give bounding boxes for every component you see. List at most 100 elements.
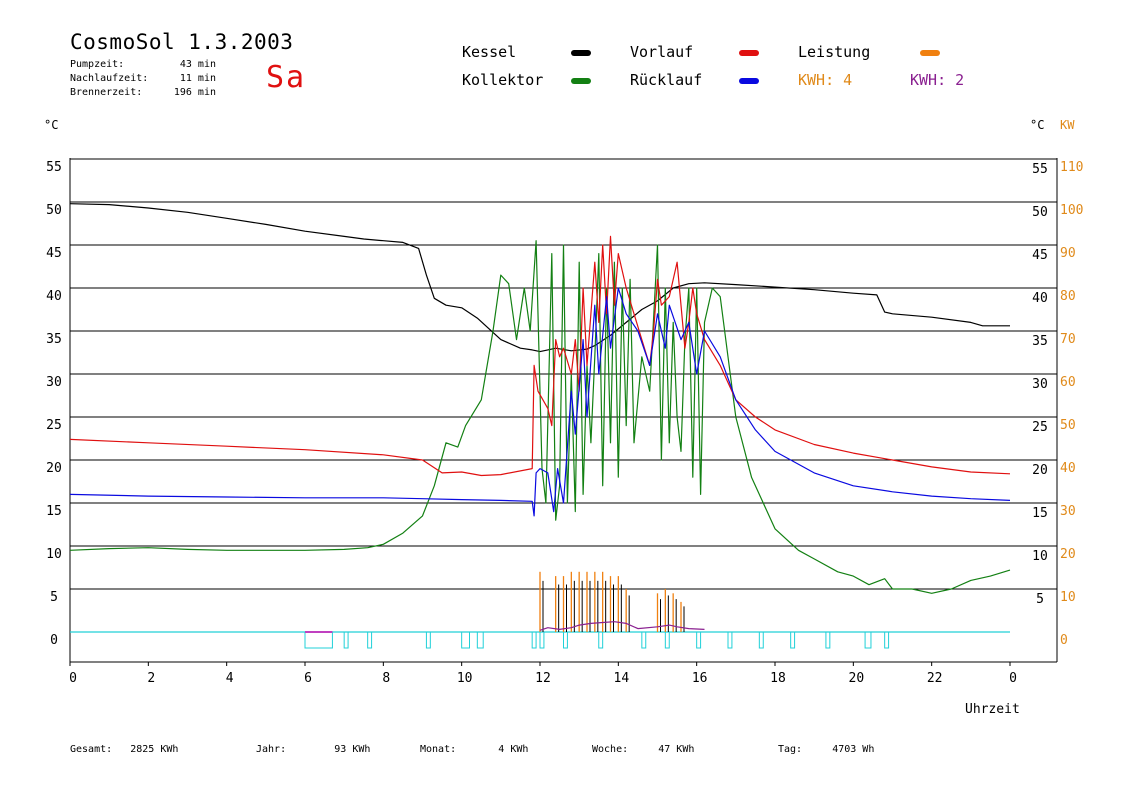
stat-label: Pumpzeit: [70,59,125,70]
x-tick-label: 18 [770,671,786,686]
footer-label: Gesamt: [70,744,113,755]
stat-value: 11 min [179,73,216,84]
x-tick-label: 12 [535,671,551,686]
pump-on-marker [727,631,733,649]
x-tick-label: 8 [382,671,390,686]
x-axis-label: Uhrzeit [965,702,1020,717]
legend-kollektor-label: Kollektor [462,71,544,89]
x-tick-label: 20 [849,671,865,686]
y-tick-label-kw: 50 [1060,418,1076,433]
y-tick-label-right: 25 [1032,420,1048,435]
pump-on-marker [531,631,537,649]
y-tick-label-left: 30 [46,375,62,390]
stat-label: Brennerzeit: [70,87,143,98]
series-line-r-cklauf [69,287,1011,517]
y-tick-label-left: 45 [46,246,62,261]
left-axis-unit: °C [44,118,59,132]
x-tick-label: 10 [457,671,473,686]
pump-on-marker [790,631,796,649]
legend-kessel-swatch [571,50,591,56]
stat-pumpzeit: Pumpzeit: 43 min [70,58,216,72]
legend-leistung-swatch [920,50,940,56]
pump-on-marker [641,631,647,649]
pump-on-marker [425,631,431,649]
y-tick-label-kw: 20 [1060,547,1076,562]
footer-label: Jahr: [256,744,287,755]
y-tick-label-kw: 80 [1060,289,1076,304]
y-tick-label-left: 15 [46,504,62,519]
y-tick-label-right: 50 [1032,205,1048,220]
x-tick-label: 2 [147,671,155,686]
y-tick-label-left: 0 [50,633,58,648]
stat-value: 43 min [179,59,216,70]
y-tick-label-left: 55 [46,160,62,175]
y-tick-label-kw: 60 [1060,375,1076,390]
legend-leistung-label: Leistung [798,43,871,61]
legend-kessel-label: Kessel [462,43,517,61]
y-tick-label-right: 10 [1032,549,1048,564]
chart-series [69,203,1011,649]
pump-on-marker [304,631,333,649]
footer-value: 4703 Wh [832,744,875,755]
series-line-kwh-2 [539,621,705,631]
series-line-kollektor [69,240,1011,594]
y-tick-label-kw: 10 [1060,590,1076,605]
y-tick-label-right: 40 [1032,291,1048,306]
pump-on-marker [461,631,470,649]
y-tick-label-right: 5 [1036,592,1044,607]
x-tick-label: 14 [614,671,630,686]
series-line-vorlauf [69,235,1011,477]
stat-nachlaufzeit: Nachlaufzeit: 11 min [70,72,216,86]
y-tick-label-left: 5 [50,590,58,605]
y-tick-label-kw: 110 [1060,160,1083,175]
pump-on-marker [563,631,568,649]
y-tick-label-right: 20 [1032,463,1048,478]
x-tick-label: 0 [69,671,77,686]
pump-on-marker [884,631,890,649]
right-axis-unit-c: °C [1030,118,1045,132]
pump-on-marker [696,631,702,649]
y-tick-label-left: 25 [46,418,62,433]
pump-on-marker [825,631,831,649]
x-tick-label: 4 [226,671,234,686]
pump-on-marker [343,631,349,649]
footer-value: 4 KWh [498,744,529,755]
pump-on-marker [664,631,670,649]
y-tick-label-left: 10 [46,547,62,562]
series-line-kessel [69,203,1010,353]
stat-label: Nachlaufzeit: [70,73,149,84]
legend-vorlauf-swatch [739,50,759,56]
y-tick-label-left: 20 [46,461,62,476]
x-tick-label: 16 [692,671,708,686]
footer-label: Tag: [778,744,803,755]
footer-jahr: Jahr: 93 KWh [256,744,370,755]
day-label: Sa [266,60,307,95]
legend-vorlauf-label: Vorlauf [630,43,694,61]
pump-on-marker [539,631,545,649]
legend-kwh-orange: KWH: 4 [798,71,853,89]
footer-label: Monat: [420,744,457,755]
y-tick-label-right: 15 [1032,506,1048,521]
footer-tag: Tag: 4703 Wh [778,744,874,755]
y-tick-label-kw: 0 [1060,633,1068,648]
footer-value: 47 KWh [658,744,695,755]
y-tick-label-right: 45 [1032,248,1048,263]
x-tick-label: 22 [927,671,943,686]
legend-ruecklauf-label: Rücklauf [630,71,703,89]
y-tick-label-left: 50 [46,203,62,218]
legend-ruecklauf-swatch [739,78,759,84]
pump-on-marker [476,631,484,649]
footer-gesamt: Gesamt: 2825 KWh [70,744,178,755]
pump-on-marker [367,631,373,649]
pump-on-marker [864,631,872,649]
legend-kollektor-swatch [571,78,591,84]
y-tick-label-right: 30 [1032,377,1048,392]
y-tick-label-kw: 70 [1060,332,1076,347]
y-tick-label-kw: 40 [1060,461,1076,476]
y-tick-label-left: 40 [46,289,62,304]
stat-brennerzeit: Brennerzeit: 196 min [70,86,216,100]
page-title: CosmoSol 1.3.2003 [70,30,294,54]
footer-monat: Monat: 4 KWh [420,744,528,755]
